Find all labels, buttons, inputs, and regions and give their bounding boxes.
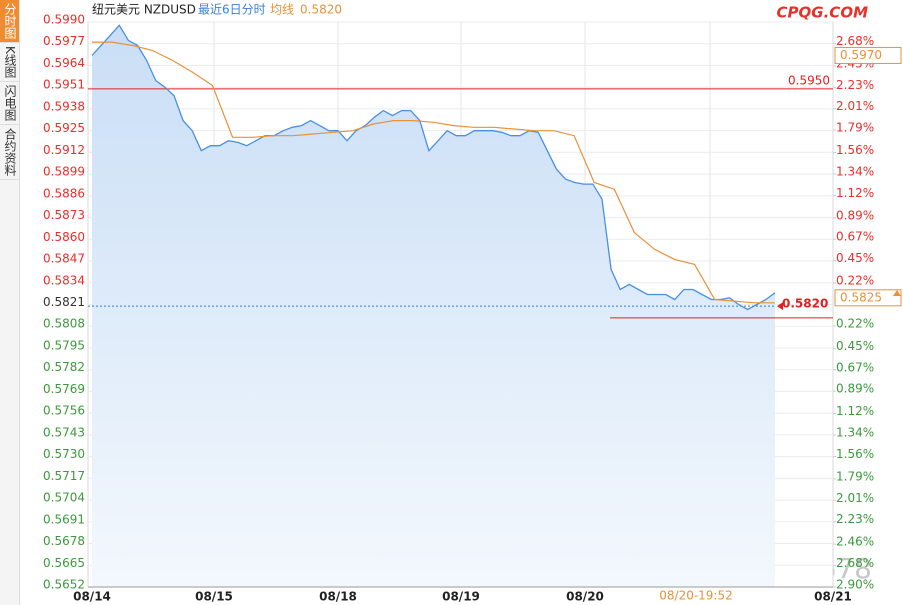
price-box-label: 0.5825 xyxy=(840,290,882,304)
y2-tick-label: 0.67% xyxy=(836,230,874,244)
x-tick-label: 08/15 xyxy=(195,590,233,604)
y2-tick-label: 1.56% xyxy=(836,143,874,157)
y-tick-label: 0.5964 xyxy=(43,56,85,70)
legend-entry: 均线 xyxy=(270,3,294,17)
tab[interactable]: 合约资料 xyxy=(0,125,19,180)
y-tick-label: 0.5795 xyxy=(43,338,85,352)
y2-tick-label: 1.34% xyxy=(836,426,874,440)
price-box xyxy=(834,46,902,64)
sidebar: 分时图 K线图 闪电图 合约资料 xyxy=(0,0,20,605)
y2-tick-label: 2.23% xyxy=(836,78,874,92)
legend-value: 0.5820 xyxy=(300,3,342,17)
y-tick-label: 0.5652 xyxy=(43,578,85,592)
y-tick-label: 0.5821 xyxy=(43,295,85,309)
y2-tick-label: 2.23% xyxy=(836,512,874,526)
y2-tick-label: 1.79% xyxy=(836,469,874,483)
chart-subtitle: 最近6日分时 xyxy=(198,3,266,17)
y-tick-label: 0.5886 xyxy=(43,186,85,200)
y-tick-label: 0.5808 xyxy=(43,317,85,331)
watermark: CPQG.COM xyxy=(777,4,869,22)
y2-tick-label: 1.56% xyxy=(836,447,874,461)
y2-tick-label: 1.79% xyxy=(836,121,874,135)
y2-tick-label: 0.22% xyxy=(836,316,874,330)
tab[interactable]: K线图 xyxy=(0,43,19,82)
y2-tick-label: 1.12% xyxy=(836,186,874,200)
y2-tick-label: 1.12% xyxy=(836,404,874,418)
y-tick-label: 0.5990 xyxy=(43,13,85,27)
y-tick-label: 0.5678 xyxy=(43,534,85,548)
y2-tick-label: 0.89% xyxy=(836,382,874,396)
y-tick-label: 0.5756 xyxy=(43,404,85,418)
price-box-label: 0.5970 xyxy=(840,48,882,62)
x-tick-label: 08/14 xyxy=(73,590,111,604)
y2-tick-label: 2.68% xyxy=(836,556,874,570)
y-tick-label: 0.5847 xyxy=(43,252,85,266)
up-arrow xyxy=(893,290,901,296)
y-tick-label: 0.5951 xyxy=(43,78,85,92)
reference-label: 0.5820 xyxy=(782,297,828,311)
marker xyxy=(777,302,783,311)
reference-label: 0.5950 xyxy=(788,73,830,87)
y-tick-label: 0.5691 xyxy=(43,512,85,526)
price-line xyxy=(91,24,776,311)
y-tick-label: 0.5899 xyxy=(43,165,85,179)
y2-tick-label: 1.34% xyxy=(836,164,874,178)
y-tick-label: 0.5782 xyxy=(43,360,85,374)
y2-tick-label: 0.45% xyxy=(836,339,874,353)
y2-tick-label: 0.89% xyxy=(836,208,874,222)
y-tick-label: 0.5860 xyxy=(43,230,85,244)
crosshair-box xyxy=(658,588,734,604)
x-tick-label: 08/21 xyxy=(814,590,852,604)
x-tick-label: 08/19 xyxy=(442,590,480,604)
x-tick-label: 08/20 xyxy=(566,590,604,604)
y-tick-label: 0.5665 xyxy=(43,556,85,570)
y-tick-label: 0.5834 xyxy=(43,273,85,287)
y2-tick-label: 0.67% xyxy=(836,360,874,374)
y2-tick-label: 2.01% xyxy=(836,491,874,505)
x-tick-label: 08/18 xyxy=(319,590,357,604)
y2-tick-label: 2.68% xyxy=(836,34,874,48)
y-tick-label: 0.5769 xyxy=(43,382,85,396)
y-tick-label: 0.5925 xyxy=(43,121,85,135)
y2-tick-label: 2.01% xyxy=(836,99,874,113)
tab[interactable]: 分时图 xyxy=(0,0,19,43)
chart-title: 纽元美元 NZDUSD xyxy=(92,3,196,17)
y-tick-label: 0.5938 xyxy=(43,99,85,113)
price-box xyxy=(834,289,902,307)
y-tick-label: 0.5977 xyxy=(43,34,85,48)
y2-tick-label: 2.46% xyxy=(836,535,874,549)
y2-tick-label: 2.90% xyxy=(836,578,874,592)
y-tick-label: 0.5873 xyxy=(43,208,85,222)
y-tick-label: 0.5717 xyxy=(43,469,85,483)
average-line xyxy=(92,41,775,304)
y2-tick-label: 0.22% xyxy=(836,274,874,288)
y-tick-label: 0.5912 xyxy=(43,143,85,157)
y-tick-label: 0.5730 xyxy=(43,447,85,461)
crosshair-time: 08/20-19:52 xyxy=(659,589,733,603)
tab[interactable]: 闪电图 xyxy=(0,82,19,125)
y2-tick-label: 0.45% xyxy=(836,251,874,265)
y-tick-label: 0.5743 xyxy=(43,425,85,439)
y-tick-label: 0.5704 xyxy=(43,491,85,505)
